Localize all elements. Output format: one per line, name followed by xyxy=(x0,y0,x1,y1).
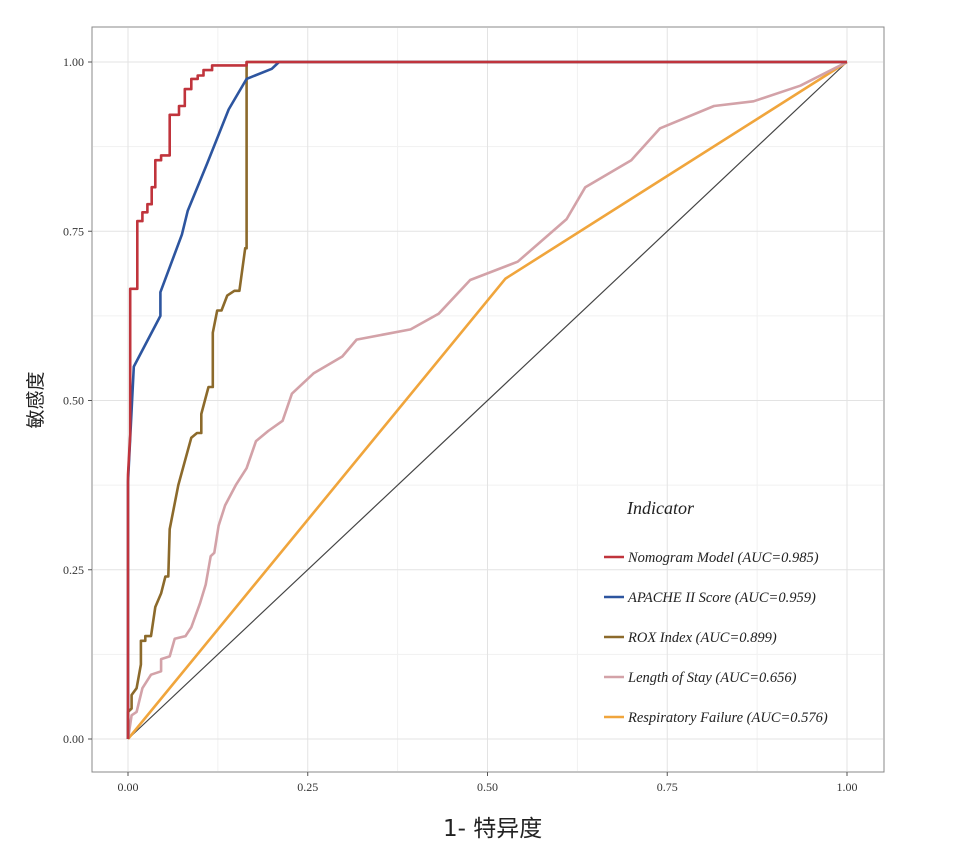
x-tick-label-3: 0.75 xyxy=(657,780,678,794)
legend-label-3: Length of Stay (AUC=0.656) xyxy=(627,670,797,686)
series-line-3 xyxy=(126,60,848,740)
x-axis: 0.00 0.25 0.50 0.75 1.00 xyxy=(118,772,858,794)
y-tick-label-3: 0.75 xyxy=(63,224,84,238)
y-tick-label-4: 1.00 xyxy=(63,55,84,69)
series-line-1 xyxy=(126,60,847,739)
roc-curves xyxy=(126,60,848,740)
series-line-4 xyxy=(126,60,848,740)
y-tick-label-1: 0.25 xyxy=(63,563,84,577)
legend: Indicator Nomogram Model (AUC=0.985) APAC… xyxy=(604,498,828,726)
reference-diagonal-line xyxy=(127,61,848,740)
x-tick-label-2: 0.50 xyxy=(477,780,498,794)
legend-label-2: ROX Index (AUC=0.899) xyxy=(627,630,777,646)
legend-label-1: APACHE II Score (AUC=0.959) xyxy=(627,590,816,606)
x-axis-title: 1- 特异度 xyxy=(443,816,542,842)
legend-title: Indicator xyxy=(626,498,695,518)
x-tick-label-0: 0.00 xyxy=(118,780,139,794)
y-axis-title: 敏感度 xyxy=(25,371,47,428)
x-tick-label-1: 0.25 xyxy=(297,780,318,794)
series-line-2 xyxy=(126,60,847,739)
y-tick-label-2: 0.50 xyxy=(63,394,84,408)
x-tick-label-4: 1.00 xyxy=(837,780,858,794)
y-axis: 0.00 0.25 0.50 0.75 1.00 xyxy=(63,55,92,746)
legend-label-4: Respiratory Failure (AUC=0.576) xyxy=(627,710,828,726)
legend-label-0: Nomogram Model (AUC=0.985) xyxy=(627,550,819,566)
y-tick-label-0: 0.00 xyxy=(63,732,84,746)
series-line-0 xyxy=(126,60,847,739)
